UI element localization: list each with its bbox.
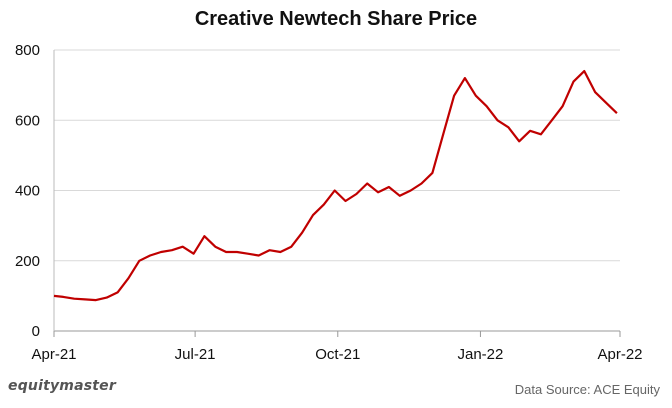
y-tick-label: 400 [15,183,40,200]
x-tick-label: Apr-21 [31,346,76,363]
series-group [53,69,618,302]
gridlines [54,49,620,332]
chart-title: Creative Newtech Share Price [194,8,478,30]
x-tick-label: Oct-21 [315,346,360,363]
x-tick-label: Jan-22 [458,346,504,363]
y-tick-label: 200 [15,253,40,270]
data-source-note: Data Source: ACE Equity [514,382,660,397]
y-tick-label: 800 [15,42,40,59]
series-line-0 [53,69,618,302]
y-axis-ticks: 0 200 400 600 800 [15,42,40,340]
x-tick-label: Apr-22 [597,346,642,363]
y-tick-label: 0 [32,323,40,340]
y-tick-label: 600 [15,112,40,129]
x-tick-label: Jul-21 [175,346,216,363]
x-axis-ticks: Apr-21 Jul-21 Oct-21 Jan-22 Apr-22 [31,331,643,363]
brand-logo-text: equitymaster [8,378,116,394]
